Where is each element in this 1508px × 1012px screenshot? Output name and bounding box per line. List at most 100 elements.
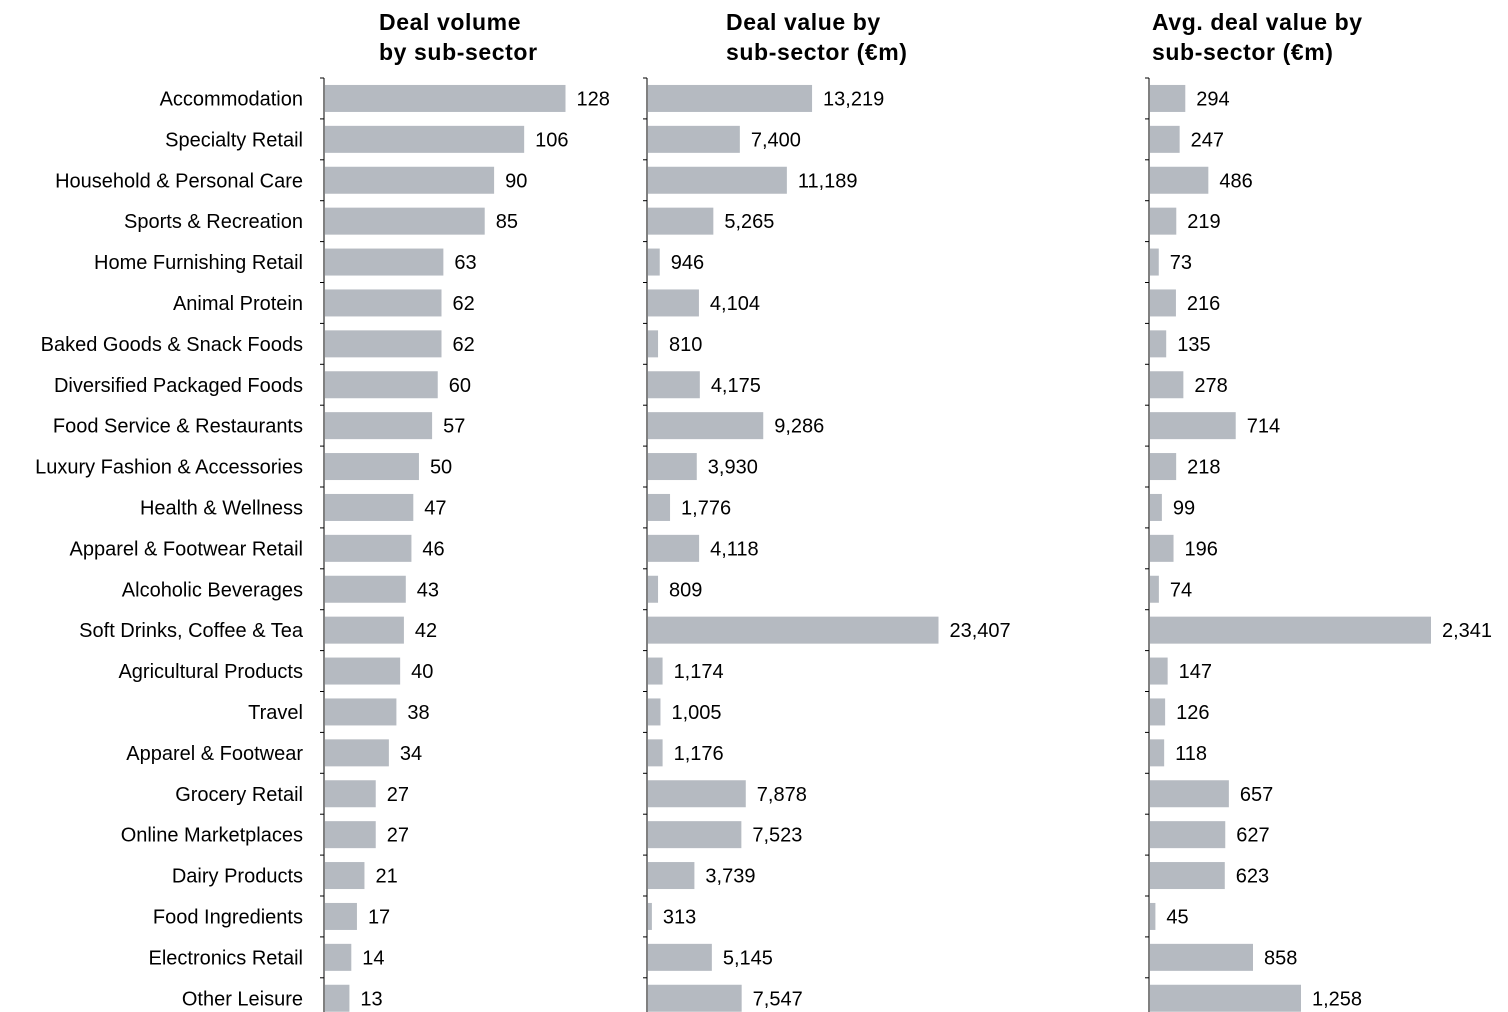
data-label: 126 [1176, 702, 1209, 724]
bar [325, 125, 525, 153]
data-label: 42 [415, 620, 437, 642]
bar [1150, 493, 1162, 521]
panel-title: Deal volume [379, 9, 521, 35]
category-label: Soft Drinks, Coffee & Tea [79, 620, 304, 642]
data-label: 4,118 [710, 538, 759, 560]
data-label: 5,145 [723, 947, 773, 969]
bar [1150, 207, 1177, 235]
bar [1150, 248, 1159, 276]
data-label: 946 [671, 252, 704, 274]
bar [325, 862, 365, 890]
category-label: Accommodation [160, 88, 303, 110]
data-label: 99 [1173, 497, 1195, 519]
data-label: 714 [1247, 416, 1280, 438]
bar [325, 453, 419, 481]
category-label: Other Leisure [182, 988, 303, 1010]
data-label: 45 [1166, 906, 1188, 928]
data-label: 196 [1185, 538, 1218, 560]
data-label: 14 [362, 947, 384, 969]
panel-title: by sub-sector [379, 39, 538, 65]
bar [648, 862, 695, 890]
bar [648, 289, 699, 317]
bar [325, 902, 357, 930]
bar [325, 943, 352, 971]
data-label: 27 [387, 825, 409, 847]
data-label: 62 [452, 334, 474, 356]
category-label: Home Furnishing Retail [94, 252, 303, 274]
data-label: 7,400 [751, 129, 801, 151]
panel-title: Deal value by [726, 9, 881, 35]
data-label: 3,930 [708, 457, 758, 479]
bar [1150, 534, 1174, 562]
bar [325, 698, 397, 726]
bar [325, 534, 412, 562]
panel-title: Avg. deal value by [1152, 9, 1363, 35]
data-label: 57 [443, 416, 465, 438]
category-label: Apparel & Footwear Retail [70, 538, 303, 560]
data-label: 858 [1264, 947, 1297, 969]
bar [648, 821, 742, 849]
bar [1150, 780, 1229, 808]
bar [325, 371, 438, 399]
bar [325, 248, 444, 276]
bar [1150, 575, 1159, 603]
bar [648, 453, 697, 481]
data-label: 9,286 [774, 416, 824, 438]
data-label: 4,104 [710, 293, 760, 315]
bar [325, 207, 485, 235]
data-label: 1,776 [681, 497, 731, 519]
bar [325, 616, 404, 644]
data-label: 85 [496, 211, 518, 233]
data-label: 21 [375, 866, 397, 888]
bar [1150, 657, 1168, 685]
bar [1150, 125, 1180, 153]
category-label: Luxury Fashion & Accessories [35, 457, 303, 479]
data-label: 4,175 [711, 375, 761, 397]
bar [648, 84, 813, 112]
data-label: 1,005 [671, 702, 721, 724]
data-label: 216 [1187, 293, 1220, 315]
data-label: 40 [411, 661, 433, 683]
data-label: 50 [430, 457, 452, 479]
data-label: 1,258 [1312, 988, 1362, 1010]
data-label: 810 [669, 334, 702, 356]
data-label: 74 [1170, 579, 1192, 601]
bar [1150, 698, 1166, 726]
data-label: 11,189 [798, 170, 858, 192]
bar [325, 84, 566, 112]
category-label: Household & Personal Care [55, 170, 303, 192]
data-label: 5,265 [724, 211, 774, 233]
data-label: 486 [1219, 170, 1252, 192]
bar [1150, 84, 1186, 112]
panel-title: sub-sector (€m) [1152, 39, 1334, 65]
category-label: Alcoholic Beverages [122, 579, 303, 601]
data-label: 90 [505, 170, 527, 192]
data-label: 46 [422, 538, 444, 560]
bar [1150, 739, 1165, 767]
category-label: Diversified Packaged Foods [54, 375, 303, 397]
bar [325, 657, 401, 685]
bar [325, 984, 350, 1012]
bar [648, 534, 700, 562]
bar [1150, 453, 1177, 481]
bar [1150, 166, 1209, 194]
data-label: 7,547 [753, 988, 803, 1010]
data-label: 60 [449, 375, 471, 397]
data-label: 294 [1196, 88, 1229, 110]
data-label: 47 [424, 497, 446, 519]
category-label: Food Service & Restaurants [53, 416, 303, 438]
data-label: 7,523 [752, 825, 802, 847]
bar [1150, 821, 1226, 849]
category-label: Dairy Products [172, 866, 303, 888]
data-label: 623 [1236, 866, 1269, 888]
data-label: 2,341 [1442, 620, 1492, 642]
bar [648, 657, 663, 685]
data-label: 247 [1191, 129, 1224, 151]
data-label: 278 [1194, 375, 1227, 397]
data-label: 135 [1177, 334, 1210, 356]
data-label: 1,174 [674, 661, 724, 683]
category-label: Grocery Retail [175, 784, 303, 806]
data-label: 23,407 [950, 620, 1011, 642]
category-label: Agricultural Products [118, 661, 303, 683]
